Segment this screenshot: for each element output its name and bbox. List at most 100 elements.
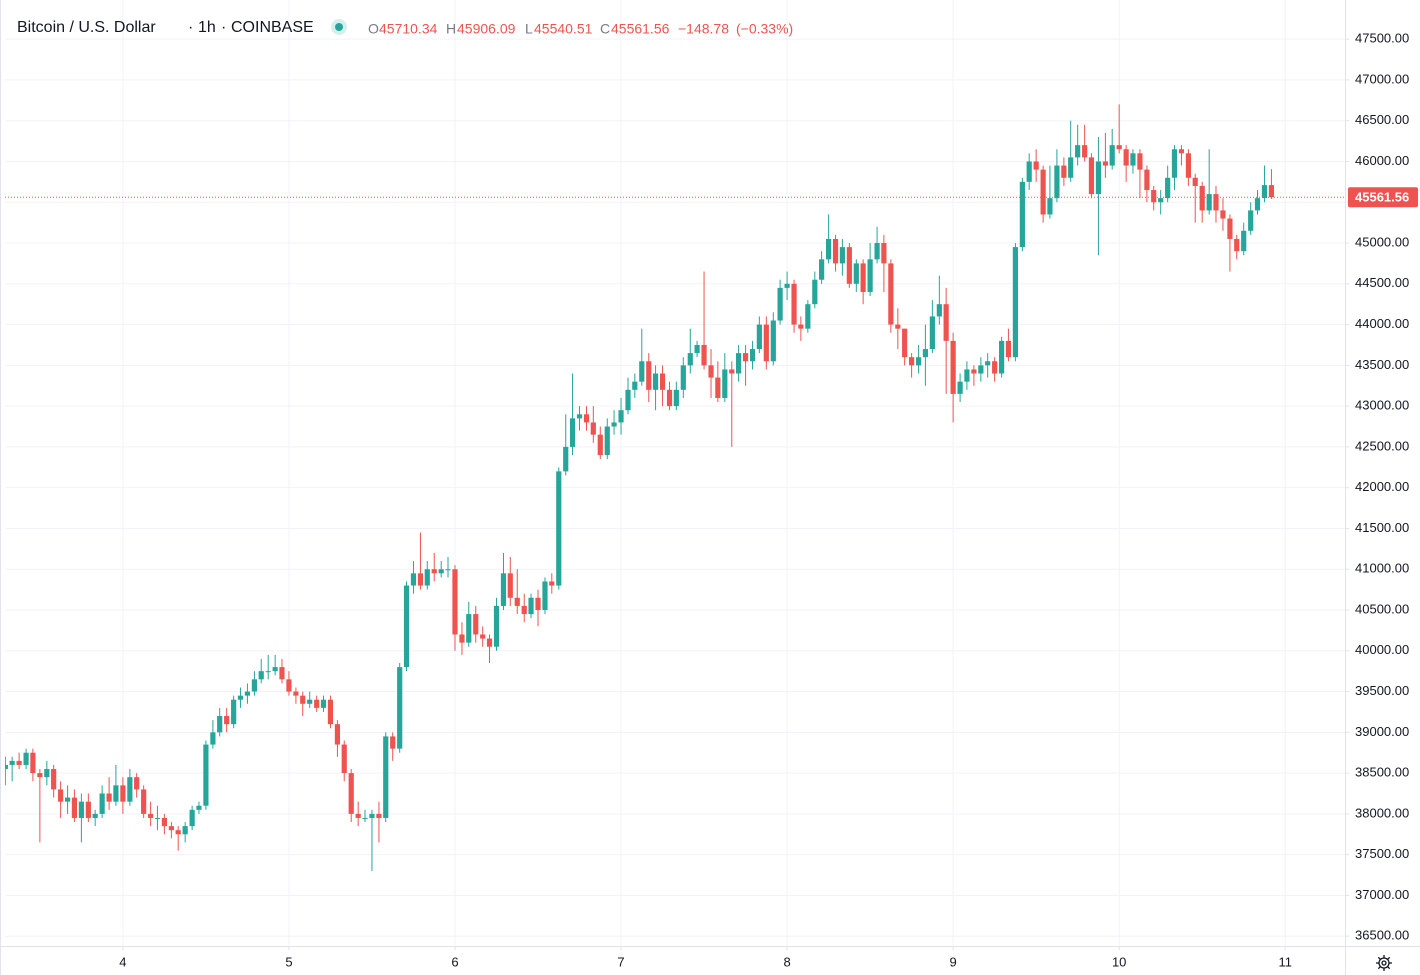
candle-body bbox=[957, 381, 963, 394]
settings-button[interactable] bbox=[1376, 955, 1392, 971]
candle-body bbox=[99, 793, 105, 814]
y-tick-label: 46500.00 bbox=[1355, 112, 1409, 127]
candle-body bbox=[1075, 145, 1081, 158]
candle bbox=[1095, 137, 1102, 256]
candle bbox=[722, 353, 728, 403]
candle-body bbox=[1095, 161, 1102, 195]
candle bbox=[1158, 190, 1164, 215]
candle-body bbox=[348, 773, 354, 814]
candle bbox=[58, 781, 64, 818]
candle-body bbox=[1241, 230, 1247, 252]
x-tick-label: 9 bbox=[950, 954, 957, 969]
candle bbox=[362, 809, 368, 823]
candle-body bbox=[417, 573, 424, 586]
candle-body bbox=[1165, 177, 1171, 199]
candle-body bbox=[92, 813, 98, 818]
candle-body bbox=[756, 324, 762, 350]
candle bbox=[749, 340, 756, 370]
candle-body bbox=[410, 573, 417, 586]
candle-body bbox=[971, 369, 977, 374]
x-tick-label: 4 bbox=[119, 954, 126, 969]
candle-body bbox=[853, 263, 859, 284]
candle-body bbox=[992, 361, 998, 374]
candle-body bbox=[5, 764, 8, 770]
candle-body bbox=[791, 283, 797, 325]
candle-body bbox=[168, 826, 174, 831]
candle bbox=[1234, 234, 1240, 260]
status-dot bbox=[335, 23, 343, 31]
candle-body bbox=[632, 381, 638, 390]
candle bbox=[71, 789, 78, 823]
candle bbox=[286, 671, 292, 696]
candle-body bbox=[1026, 161, 1032, 182]
candle bbox=[888, 259, 894, 333]
candle-body bbox=[272, 667, 278, 672]
candle bbox=[161, 813, 167, 835]
y-tick-label: 43500.00 bbox=[1355, 357, 1409, 372]
candle-body bbox=[915, 357, 922, 366]
candle-body bbox=[1123, 149, 1129, 166]
candle-body bbox=[715, 377, 721, 398]
gear-teeth bbox=[1376, 955, 1392, 971]
candle-body bbox=[1137, 153, 1143, 170]
candle bbox=[16, 752, 22, 770]
candle bbox=[590, 406, 596, 443]
y-tick-label: 44000.00 bbox=[1355, 316, 1409, 331]
candle-body bbox=[646, 361, 652, 390]
candle-body bbox=[1012, 247, 1018, 358]
candle-body bbox=[673, 389, 679, 407]
candle bbox=[486, 634, 493, 664]
candle bbox=[480, 626, 486, 647]
candle bbox=[791, 279, 797, 333]
candle bbox=[141, 785, 147, 818]
candle bbox=[251, 671, 257, 696]
candle bbox=[521, 593, 527, 623]
candle bbox=[701, 271, 707, 370]
candle bbox=[798, 316, 804, 341]
candle-body bbox=[134, 777, 140, 790]
candle-body bbox=[874, 243, 880, 260]
candle-body bbox=[832, 238, 839, 264]
candle bbox=[175, 826, 181, 851]
candle-body bbox=[1005, 340, 1012, 358]
candle bbox=[51, 764, 57, 798]
candle bbox=[92, 809, 98, 827]
candle bbox=[819, 251, 825, 284]
candle bbox=[867, 243, 873, 297]
candle bbox=[729, 361, 735, 447]
candle-body bbox=[1019, 181, 1025, 248]
candle bbox=[1151, 185, 1157, 211]
candle bbox=[943, 287, 949, 394]
candle-body bbox=[452, 569, 458, 635]
candle bbox=[535, 589, 541, 627]
candle-body bbox=[950, 340, 956, 394]
candle bbox=[777, 279, 783, 325]
candle bbox=[756, 316, 762, 354]
candle bbox=[812, 271, 818, 309]
candle-body bbox=[320, 699, 327, 708]
candle bbox=[1227, 214, 1233, 272]
candle bbox=[134, 773, 140, 798]
candle-body bbox=[251, 679, 257, 692]
candle-body bbox=[493, 605, 500, 647]
candle bbox=[417, 532, 424, 590]
candle-body bbox=[30, 752, 36, 774]
candle bbox=[936, 275, 942, 325]
candle-body bbox=[701, 344, 707, 366]
candle bbox=[23, 748, 29, 770]
candle bbox=[597, 426, 603, 460]
candle bbox=[85, 793, 91, 823]
candle bbox=[902, 328, 908, 366]
ohlc-label: C bbox=[600, 21, 610, 37]
candle bbox=[244, 683, 251, 704]
candle bbox=[1206, 149, 1212, 215]
candle-body bbox=[390, 736, 396, 749]
candle bbox=[106, 777, 112, 810]
candle bbox=[659, 365, 666, 407]
candle-body bbox=[9, 760, 15, 765]
candle bbox=[604, 418, 610, 460]
candle-body bbox=[825, 238, 832, 260]
candle bbox=[127, 769, 133, 806]
candle-body bbox=[141, 789, 147, 814]
candle bbox=[915, 344, 922, 374]
